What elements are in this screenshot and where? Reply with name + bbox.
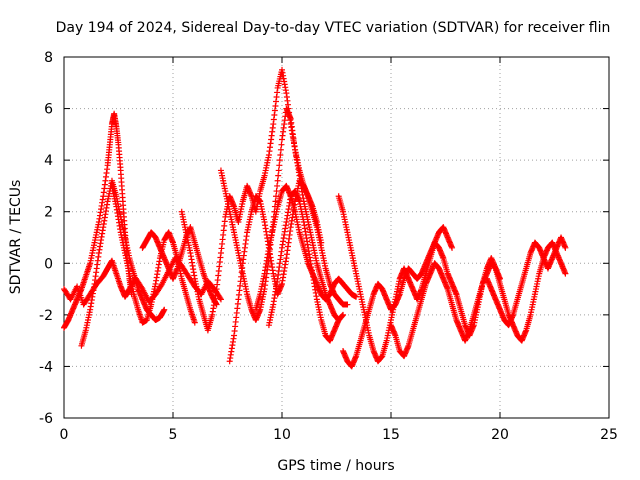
y-tick-label: 6 (44, 102, 53, 118)
data-point (275, 172, 282, 179)
x-tick-label: 15 (382, 427, 400, 443)
y-tick-label: 8 (44, 50, 53, 66)
series-sat-m (388, 260, 503, 360)
data-point (217, 296, 224, 303)
y-tick-label: -6 (39, 411, 53, 427)
data-point (161, 306, 168, 313)
data-points (61, 66, 569, 370)
y-tick-label: -2 (39, 308, 53, 324)
chart-title: Day 194 of 2024, Sidereal Day-to-day VTE… (56, 20, 611, 36)
series-sat-h (226, 177, 351, 365)
x-tick-label: 10 (273, 427, 291, 443)
series-sat-l (340, 224, 456, 370)
data-point (276, 162, 283, 169)
data-point (277, 146, 284, 153)
x-tick-label: 20 (491, 427, 509, 443)
data-point (562, 244, 569, 251)
x-axis-label: GPS time / hours (277, 458, 394, 474)
series-sat-o (483, 234, 569, 329)
plot-border (63, 56, 610, 419)
series-sat-b (61, 110, 135, 331)
axis-ticks: 0 5 10 15 20 25 -6 -4 -2 0 2 4 6 8 (39, 50, 618, 443)
series-sat-e (139, 224, 220, 308)
x-tick-label: 0 (60, 427, 69, 443)
data-point (272, 198, 279, 205)
y-axis-label: SDTVAR / TECUs (8, 180, 24, 295)
data-point (191, 319, 198, 326)
series-sat-j (265, 188, 347, 344)
y-tick-label: -4 (39, 359, 53, 375)
data-point (276, 157, 283, 164)
data-point (562, 270, 569, 277)
series-sat-n (453, 239, 569, 344)
x-tick-label: 25 (600, 427, 618, 443)
data-point (274, 177, 281, 184)
data-point (217, 295, 224, 302)
y-tick-label: 0 (44, 256, 53, 272)
data-point (340, 311, 347, 318)
data-point (277, 151, 284, 158)
data-point (278, 141, 285, 148)
data-point (449, 244, 456, 251)
data-point (273, 188, 280, 195)
data-point (344, 301, 351, 308)
y-tick-label: 2 (44, 205, 53, 221)
y-tick-label: 4 (44, 153, 53, 169)
x-tick-label: 5 (169, 427, 178, 443)
data-point (273, 193, 280, 200)
data-point (275, 167, 282, 174)
data-point (274, 182, 281, 189)
